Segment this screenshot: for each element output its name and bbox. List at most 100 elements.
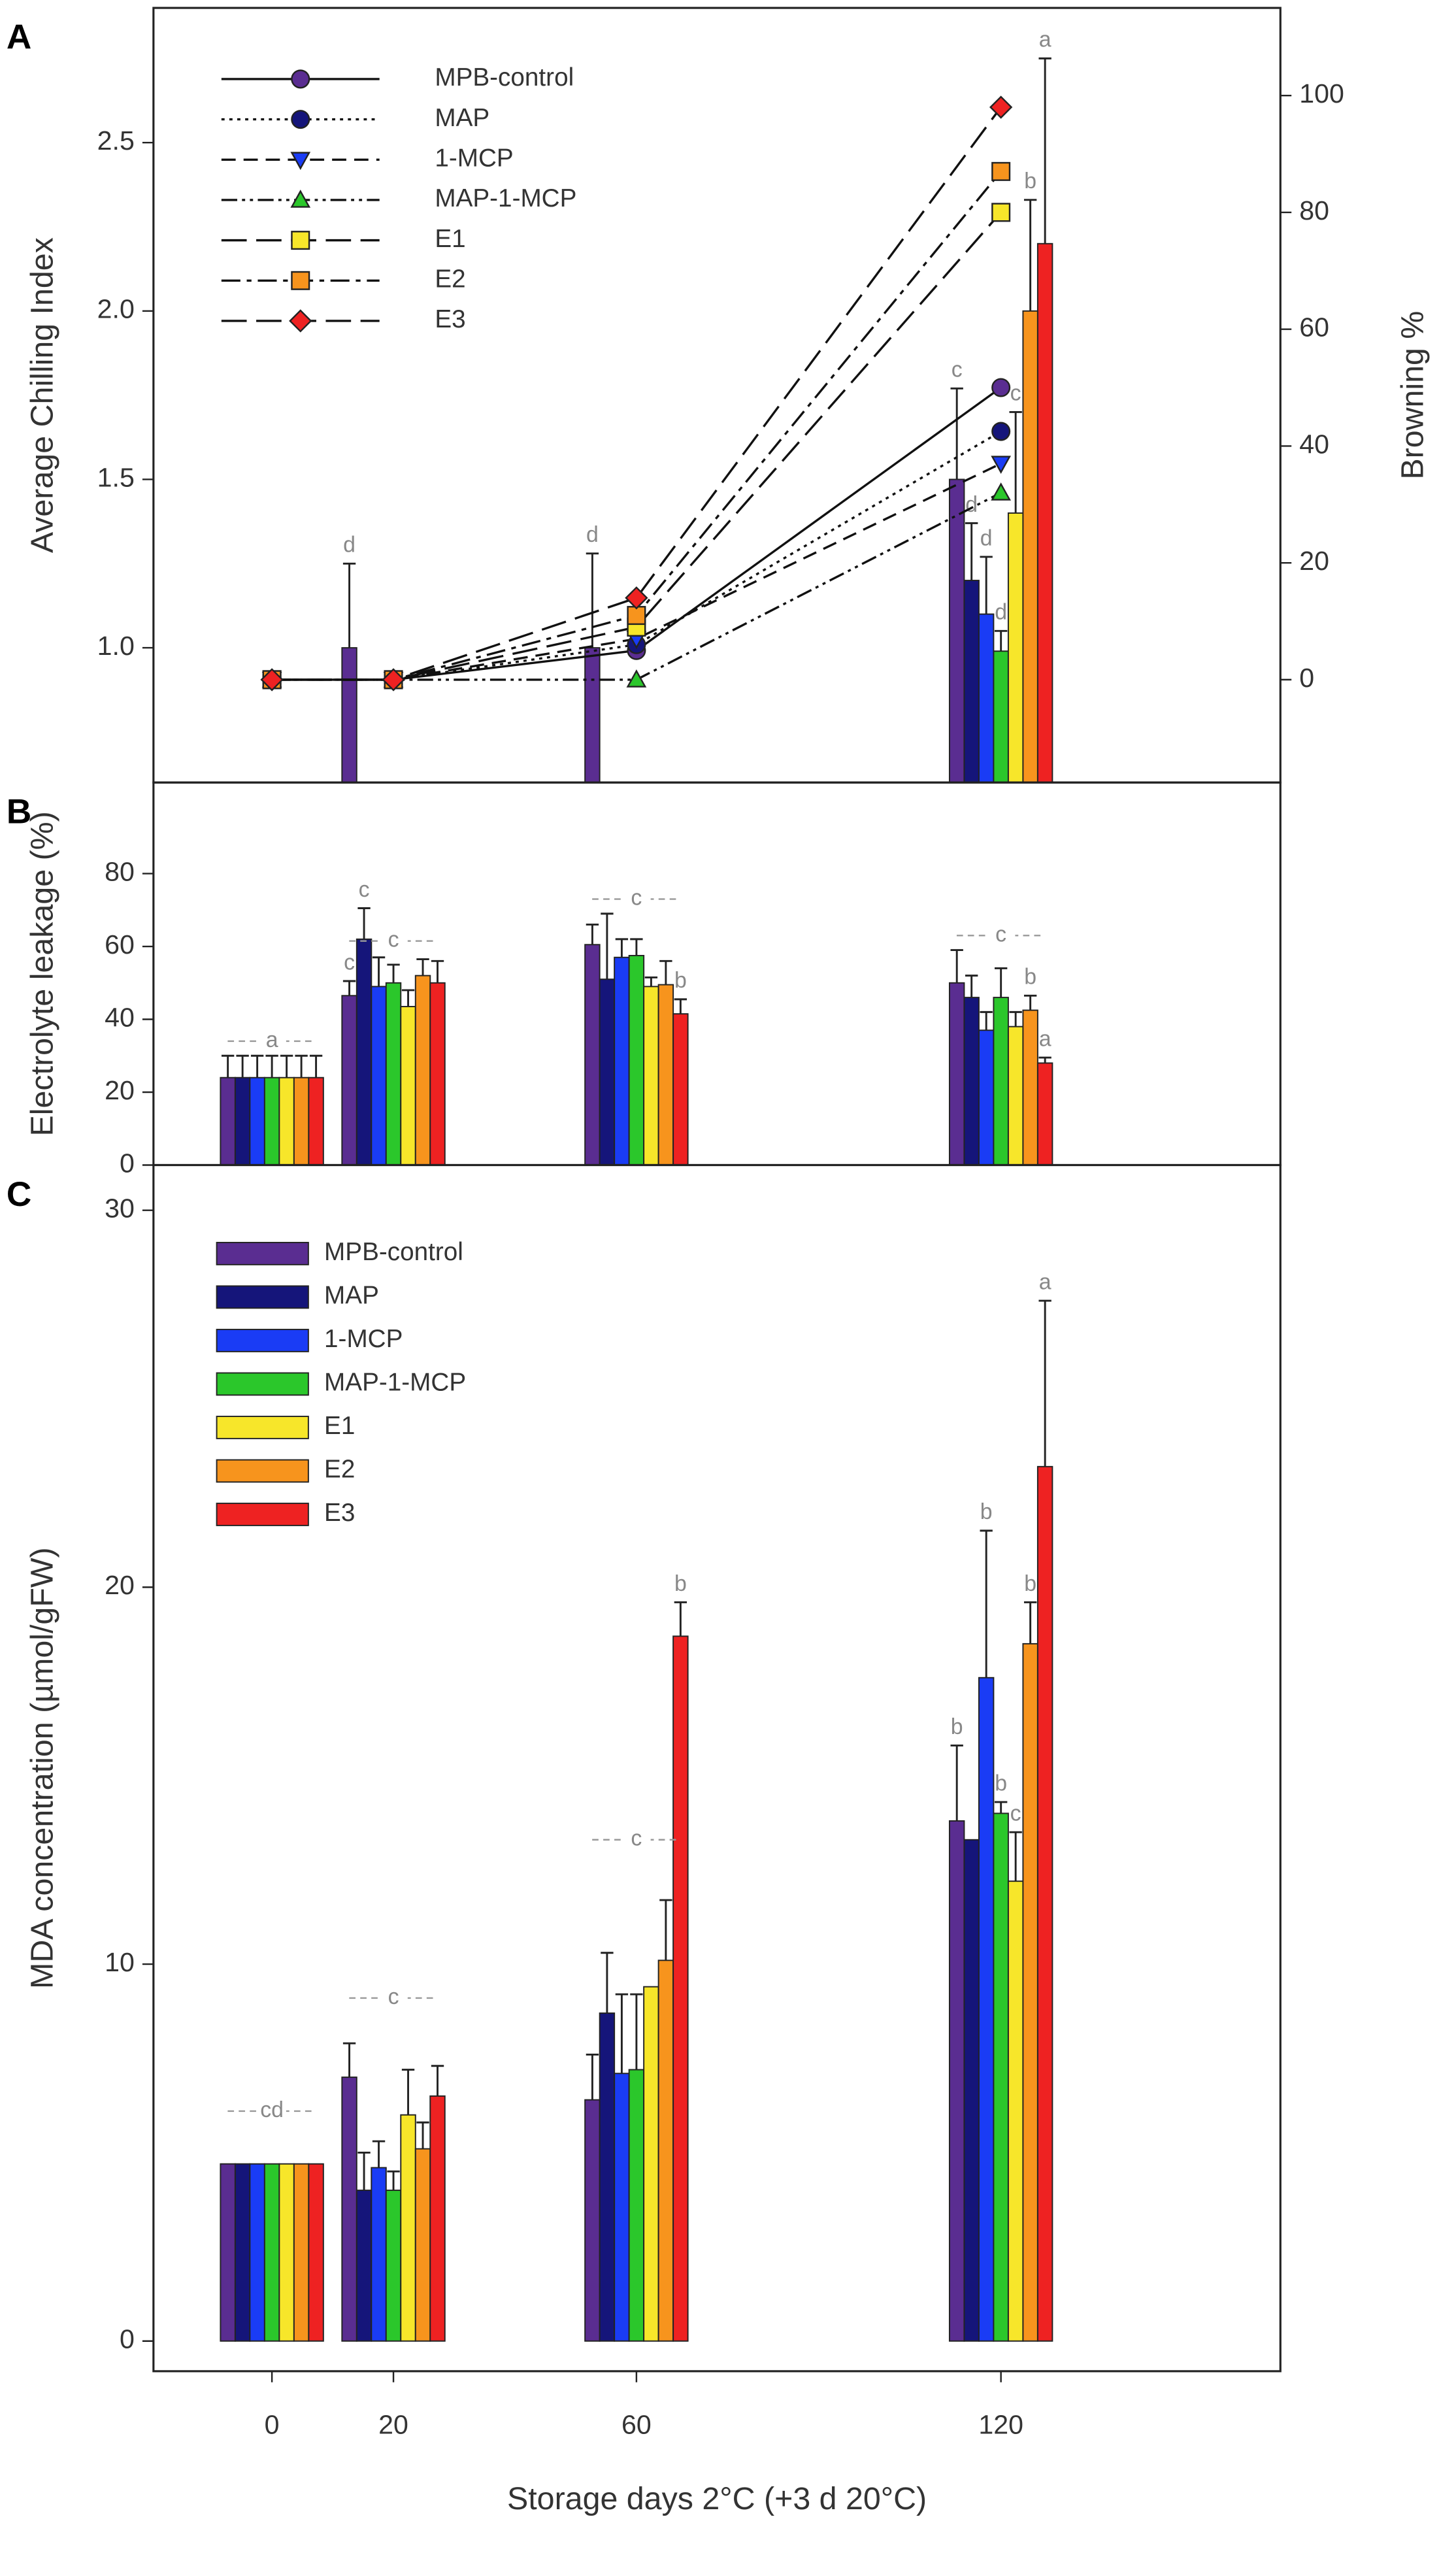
legend-label: E3 bbox=[324, 1499, 355, 1527]
y2-tick-label: 60 bbox=[1299, 312, 1329, 342]
significance-letter: d bbox=[965, 492, 978, 517]
y-tick-label: 1.5 bbox=[97, 462, 135, 492]
group-letter: c bbox=[631, 1826, 642, 1851]
x-tick-label: 120 bbox=[978, 2409, 1023, 2439]
bar bbox=[584, 2099, 601, 2342]
significance-letter: b bbox=[980, 1499, 993, 1524]
bar bbox=[672, 1635, 689, 2342]
bar bbox=[385, 2190, 402, 2342]
legend-label: E2 bbox=[324, 1456, 355, 1484]
y2-tick-label: 100 bbox=[1299, 78, 1344, 108]
bar bbox=[1007, 512, 1024, 784]
legend-swatch bbox=[216, 1372, 309, 1396]
significance-letter: d bbox=[980, 526, 993, 550]
legend-swatch bbox=[216, 1242, 309, 1265]
group-letter: c bbox=[631, 886, 642, 910]
group-label-bg bbox=[379, 928, 408, 954]
bar bbox=[584, 944, 601, 1166]
bar bbox=[948, 478, 965, 784]
significance-letter: b bbox=[1024, 965, 1036, 990]
bar bbox=[234, 2163, 251, 2342]
panel-letter: C bbox=[7, 1175, 31, 1214]
legend-label: MAP bbox=[324, 1282, 379, 1310]
bar bbox=[978, 1029, 995, 1166]
significance-letter: a bbox=[1039, 1269, 1051, 1294]
legend-label: MAP-1-MCP bbox=[324, 1369, 466, 1397]
legend-label: 1-MCP bbox=[435, 144, 513, 172]
x-tick-label: 20 bbox=[378, 2409, 408, 2439]
y-tick-label: 60 bbox=[105, 929, 135, 959]
bar bbox=[599, 2012, 616, 2342]
point bbox=[382, 668, 405, 692]
legend-swatch bbox=[216, 1329, 309, 1352]
bar bbox=[599, 978, 616, 1166]
bar bbox=[385, 982, 402, 1166]
significance-letter: d bbox=[995, 600, 1007, 625]
bar bbox=[371, 2167, 387, 2342]
legend-label: 1-MCP bbox=[324, 1325, 403, 1353]
panel-letter: B bbox=[7, 793, 31, 831]
bar bbox=[628, 955, 645, 1166]
significance-letter: a bbox=[1039, 27, 1051, 52]
bar bbox=[672, 1013, 689, 1166]
group-letter: c bbox=[388, 927, 399, 952]
bar bbox=[628, 2069, 645, 2342]
bar bbox=[249, 1076, 265, 1166]
bar bbox=[220, 2163, 236, 2342]
significance-letter: b bbox=[674, 1571, 687, 1596]
legend-marker bbox=[291, 271, 310, 290]
significance-letter: b bbox=[951, 1714, 963, 1739]
point bbox=[625, 586, 648, 610]
legend-label: MPB-control bbox=[435, 63, 574, 92]
bar bbox=[1007, 1880, 1024, 2342]
y2-tick-label: 0 bbox=[1299, 663, 1314, 693]
line bbox=[272, 386, 1002, 681]
significance-letter: d bbox=[586, 522, 599, 547]
significance-letter: b bbox=[674, 968, 687, 993]
x-tick-label: 60 bbox=[621, 2409, 652, 2439]
x-tick-label: 0 bbox=[265, 2409, 280, 2439]
group-label-bg bbox=[379, 1985, 408, 2011]
y2-tick-label: 20 bbox=[1299, 546, 1329, 576]
group-label-bg bbox=[257, 2098, 286, 2124]
y-tick-label: 0 bbox=[120, 1148, 135, 1178]
significance-letter: c bbox=[359, 877, 370, 902]
bar bbox=[278, 2163, 295, 2342]
point bbox=[991, 482, 1012, 501]
group-letter: a bbox=[266, 1027, 278, 1052]
bar bbox=[643, 1986, 659, 2342]
panel-letter: A bbox=[7, 18, 31, 57]
legend-swatch bbox=[216, 1459, 309, 1483]
bar bbox=[220, 1076, 236, 1166]
bar bbox=[657, 1960, 674, 2342]
bar bbox=[341, 647, 357, 784]
bar bbox=[948, 982, 965, 1166]
bar bbox=[249, 2163, 265, 2342]
bar bbox=[963, 580, 980, 784]
group-label-bg bbox=[622, 1827, 651, 1853]
bar bbox=[584, 647, 601, 784]
bar bbox=[1022, 1009, 1038, 1166]
legend-marker bbox=[290, 190, 311, 208]
bar bbox=[429, 982, 446, 1166]
bar bbox=[371, 986, 387, 1166]
line bbox=[272, 211, 1002, 681]
bar bbox=[978, 613, 995, 784]
point bbox=[989, 95, 1013, 119]
group-letter: c bbox=[388, 1984, 399, 2009]
bar bbox=[429, 2095, 446, 2342]
bar bbox=[1007, 1026, 1024, 1166]
legend-label: E1 bbox=[324, 1412, 355, 1440]
y-tick-label: 20 bbox=[105, 1570, 135, 1600]
point bbox=[991, 161, 1011, 181]
legend-label: MAP-1-MCP bbox=[435, 184, 576, 212]
bar bbox=[263, 1076, 280, 1166]
legend-label: MAP bbox=[435, 104, 489, 132]
bar bbox=[978, 1677, 995, 2342]
plot-frame bbox=[152, 7, 1282, 784]
significance-letter: c bbox=[1010, 381, 1021, 406]
line bbox=[272, 462, 1002, 681]
group-letter: c bbox=[995, 922, 1006, 946]
point bbox=[991, 378, 1011, 397]
